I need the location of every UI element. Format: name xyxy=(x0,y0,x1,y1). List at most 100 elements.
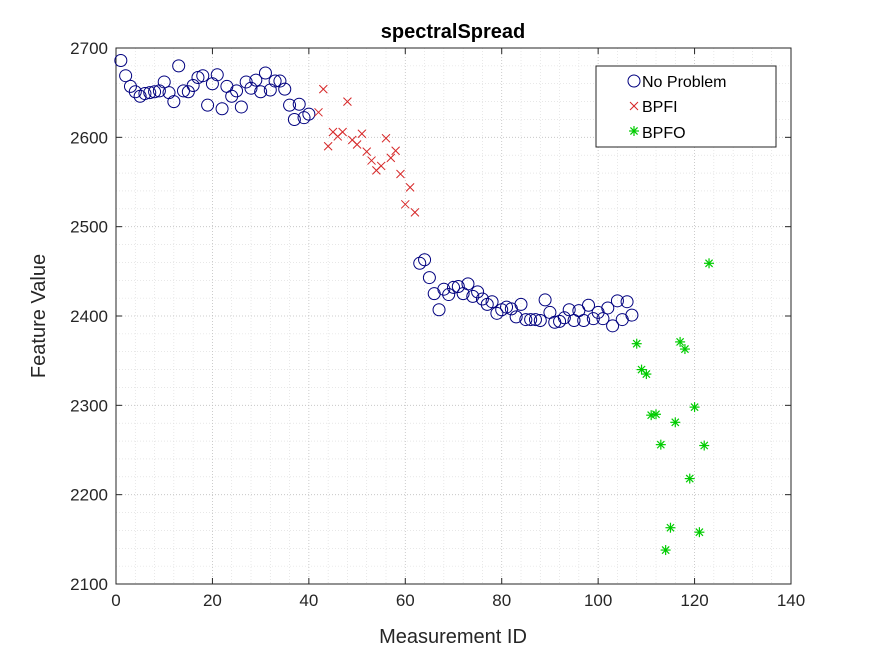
axis-ticks: 0 20 40 60 80 100 120 140 2100 2200 2300 2400 2500 26… xyxy=(70,39,805,610)
data-point-bpfi xyxy=(400,199,410,209)
data-point-no-problem xyxy=(437,282,451,296)
data-point-bpfi xyxy=(391,146,400,156)
y-tick-label: 2400 xyxy=(70,307,108,326)
data-point-no-problem xyxy=(196,69,210,83)
legend-marker-no-problem xyxy=(627,74,641,88)
data-point-no-problem xyxy=(138,87,152,101)
data-point-no-problem xyxy=(538,293,552,307)
y-tick-label: 2500 xyxy=(70,218,108,237)
data-point-no-problem xyxy=(461,277,475,291)
data-point-no-problem xyxy=(553,314,567,328)
data-point-no-problem xyxy=(172,59,186,73)
data-point-no-problem xyxy=(114,54,128,68)
data-point-no-problem xyxy=(432,303,446,317)
data-point-bpfi xyxy=(362,147,372,156)
data-point-bpfo xyxy=(689,402,700,413)
data-point-no-problem xyxy=(528,313,542,327)
data-point-no-problem xyxy=(577,313,591,327)
y-tick-label: 2100 xyxy=(70,575,108,594)
data-point-no-problem xyxy=(606,319,620,333)
data-point-no-problem xyxy=(302,107,316,121)
data-point-bpfo xyxy=(704,258,715,269)
data-point-no-problem xyxy=(157,75,171,89)
x-tick-label: 60 xyxy=(396,591,415,610)
data-point-bpfi xyxy=(386,153,396,163)
data-point-no-problem xyxy=(244,81,258,95)
data-point-no-problem xyxy=(447,280,460,294)
data-point-bpfi xyxy=(338,127,347,137)
data-point-no-problem xyxy=(601,301,615,315)
data-point-no-problem xyxy=(273,74,287,88)
data-point-no-problem xyxy=(413,256,427,270)
data-point-bpfi xyxy=(376,161,386,171)
data-point-no-problem xyxy=(524,313,538,327)
x-tick-label: 140 xyxy=(777,591,805,610)
data-point-bpfo xyxy=(660,545,671,556)
data-point-bpfi xyxy=(323,141,333,151)
data-point-no-problem xyxy=(625,308,639,322)
data-point-no-problem xyxy=(557,311,571,325)
data-point-no-problem xyxy=(418,253,432,267)
data-point-bpfo xyxy=(655,439,666,450)
data-point-bpfo xyxy=(684,473,695,484)
legend-marker-bpfo xyxy=(629,126,639,136)
data-point-bpfi xyxy=(367,156,376,165)
chart-title: spectralSpread xyxy=(381,21,526,43)
data-point-no-problem xyxy=(167,95,181,109)
data-point-bpfo xyxy=(675,336,686,347)
data-point-no-problem xyxy=(201,98,215,112)
data-point-no-problem xyxy=(297,111,311,125)
data-point-no-problem xyxy=(225,89,239,103)
data-point-no-problem xyxy=(283,98,297,112)
y-axis-label: Feature Value xyxy=(28,254,50,378)
x-tick-label: 120 xyxy=(680,591,708,610)
data-point-no-problem xyxy=(210,68,224,82)
legend-label-bpfi: BPFI xyxy=(642,99,678,116)
data-point-no-problem xyxy=(514,297,528,311)
data-point-no-problem xyxy=(119,69,133,83)
x-tick-label: 20 xyxy=(203,591,222,610)
data-point-no-problem xyxy=(485,295,499,309)
data-point-bpfi xyxy=(357,129,367,139)
y-tick-label: 2300 xyxy=(70,396,108,415)
data-point-no-problem xyxy=(234,100,248,114)
data-point-no-problem xyxy=(230,84,244,98)
data-point-no-problem xyxy=(292,97,306,111)
data-point-no-problem xyxy=(582,298,595,312)
data-point-no-problem xyxy=(471,285,485,299)
data-point-bpfo xyxy=(694,527,705,538)
data-point-bpfi xyxy=(410,208,420,217)
legend-label-no-problem: No Problem xyxy=(642,74,726,91)
data-point-bpfo xyxy=(631,338,642,349)
data-point-no-problem xyxy=(451,280,465,294)
data-point-bpfo xyxy=(670,417,681,428)
data-point-bpfi xyxy=(352,140,362,149)
legend: No Problem BPFI BPFO xyxy=(595,65,777,148)
legend-box xyxy=(595,65,777,148)
data-point-no-problem xyxy=(596,312,610,326)
data-point-no-problem xyxy=(287,112,301,126)
x-tick-label: 40 xyxy=(299,591,318,610)
data-point-no-problem xyxy=(123,79,137,93)
data-point-bpfi xyxy=(405,183,415,192)
data-point-no-problem xyxy=(475,292,489,306)
data-point-no-problem xyxy=(148,85,162,99)
x-axis-label: Measurement ID xyxy=(379,626,527,648)
x-tick-label: 100 xyxy=(584,591,612,610)
data-point-bpfi xyxy=(343,97,352,106)
data-point-no-problem xyxy=(249,73,263,87)
data-point-no-problem xyxy=(128,85,142,99)
data-point-no-problem xyxy=(610,294,624,308)
data-point-no-problem xyxy=(268,74,282,88)
data-point-no-problem xyxy=(562,303,576,317)
data-point-bpfi xyxy=(318,84,328,94)
data-point-no-problem xyxy=(509,310,523,324)
legend-label-bpfo: BPFO xyxy=(642,125,686,142)
data-point-no-problem xyxy=(278,82,292,96)
data-point-no-problem xyxy=(620,295,634,309)
data-point-no-problem xyxy=(466,289,480,303)
data-point-bpfo xyxy=(679,344,690,355)
data-marks xyxy=(114,54,715,556)
data-point-no-problem xyxy=(442,288,456,302)
